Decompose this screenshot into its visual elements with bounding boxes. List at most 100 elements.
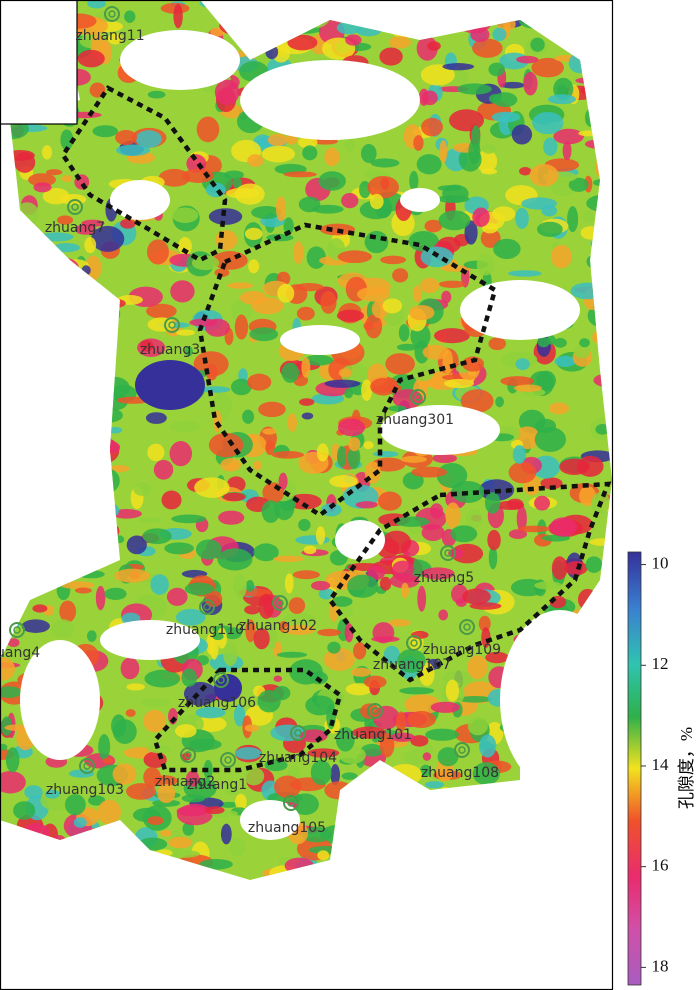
field-patch [450,525,478,543]
field-patch [84,237,97,254]
field-patch [488,337,506,351]
field-patch [372,705,400,730]
field-patch [390,732,415,742]
well-marker [79,758,95,774]
field-patch [140,698,170,707]
field-patch [56,468,75,495]
field-patch [311,580,331,591]
field-patch [472,207,490,227]
field-patch [317,628,342,637]
field-patch [416,154,442,175]
well-marker [224,756,232,764]
field-patch [388,405,407,412]
field-patch [169,420,200,433]
field-patch [415,800,433,826]
field-patch [468,786,503,800]
field-patch [0,657,15,681]
field-patch [516,505,527,532]
field-patch [580,226,602,240]
field-patch [514,857,545,867]
field-patch [500,81,525,89]
well-label: zhuang108 [421,765,499,781]
field-patch [208,208,243,225]
field-patch [31,326,44,350]
field-patch [64,794,86,816]
field-patch [380,255,407,265]
field-patch [437,185,462,192]
field-patch [168,836,193,849]
well-label: zhuang11 [75,28,144,44]
field-patch [95,585,106,611]
field-patch [480,827,512,851]
field-patch [310,759,332,786]
field-patch [35,332,60,345]
field-patch [571,795,605,813]
field-patch [42,353,53,380]
field-patch [370,377,397,396]
field-patch [280,882,292,904]
field-patch [91,225,125,252]
field-patch [181,794,206,803]
field-patch [584,108,598,128]
field-patch [287,34,318,51]
well-marker [454,742,470,758]
field-patch [301,412,314,420]
field-patch [506,498,524,510]
field-patch [77,49,105,68]
field-patch [318,171,346,191]
field-patch [433,328,470,344]
field-patch [273,675,283,682]
field-patch [73,817,87,828]
field-patch [61,310,95,317]
field-patch [81,219,105,227]
field-patch [478,615,491,632]
field-patch [372,450,399,458]
field-patch [146,303,177,319]
field-patch [265,440,276,456]
field-patch [564,561,588,576]
field-patch [303,545,317,555]
field-patch [257,689,281,713]
field-patch [126,535,147,555]
field-patch [176,805,209,817]
field-patch [145,869,161,880]
field-patch [492,206,516,222]
field-patch [84,549,97,568]
field-patch [77,345,104,354]
field-patch [428,0,458,10]
field-patch [156,872,183,880]
inset-box [0,0,78,125]
field-patch [351,845,361,867]
well-marker [184,751,192,759]
field-patch [576,455,604,477]
field-patch [422,752,432,761]
field-patch [487,824,511,843]
field-patch [438,609,449,621]
field-patch [105,488,115,510]
field-patch [70,365,97,386]
well-marker [371,707,379,715]
well-label: zhuang101 [334,727,412,743]
field-patch [430,701,460,713]
field-patch [597,853,612,865]
field-patch [56,215,74,225]
well-marker [444,549,452,557]
field-patch [577,588,598,611]
field-patch [517,525,551,533]
well-marker [459,619,475,635]
well-marker [440,545,456,561]
field-patch [44,340,77,363]
field-patch [347,574,379,598]
field-patch [28,173,56,187]
field-patch [247,154,264,168]
field-patch [261,145,296,163]
field-patch [423,807,450,825]
field-patch [370,158,400,168]
field-patch [418,874,446,880]
field-patch [507,0,517,21]
field-patch [383,859,395,874]
field-patch [348,802,363,817]
field-patch [226,187,260,199]
field-patch [376,2,412,17]
field-patch [341,193,359,209]
